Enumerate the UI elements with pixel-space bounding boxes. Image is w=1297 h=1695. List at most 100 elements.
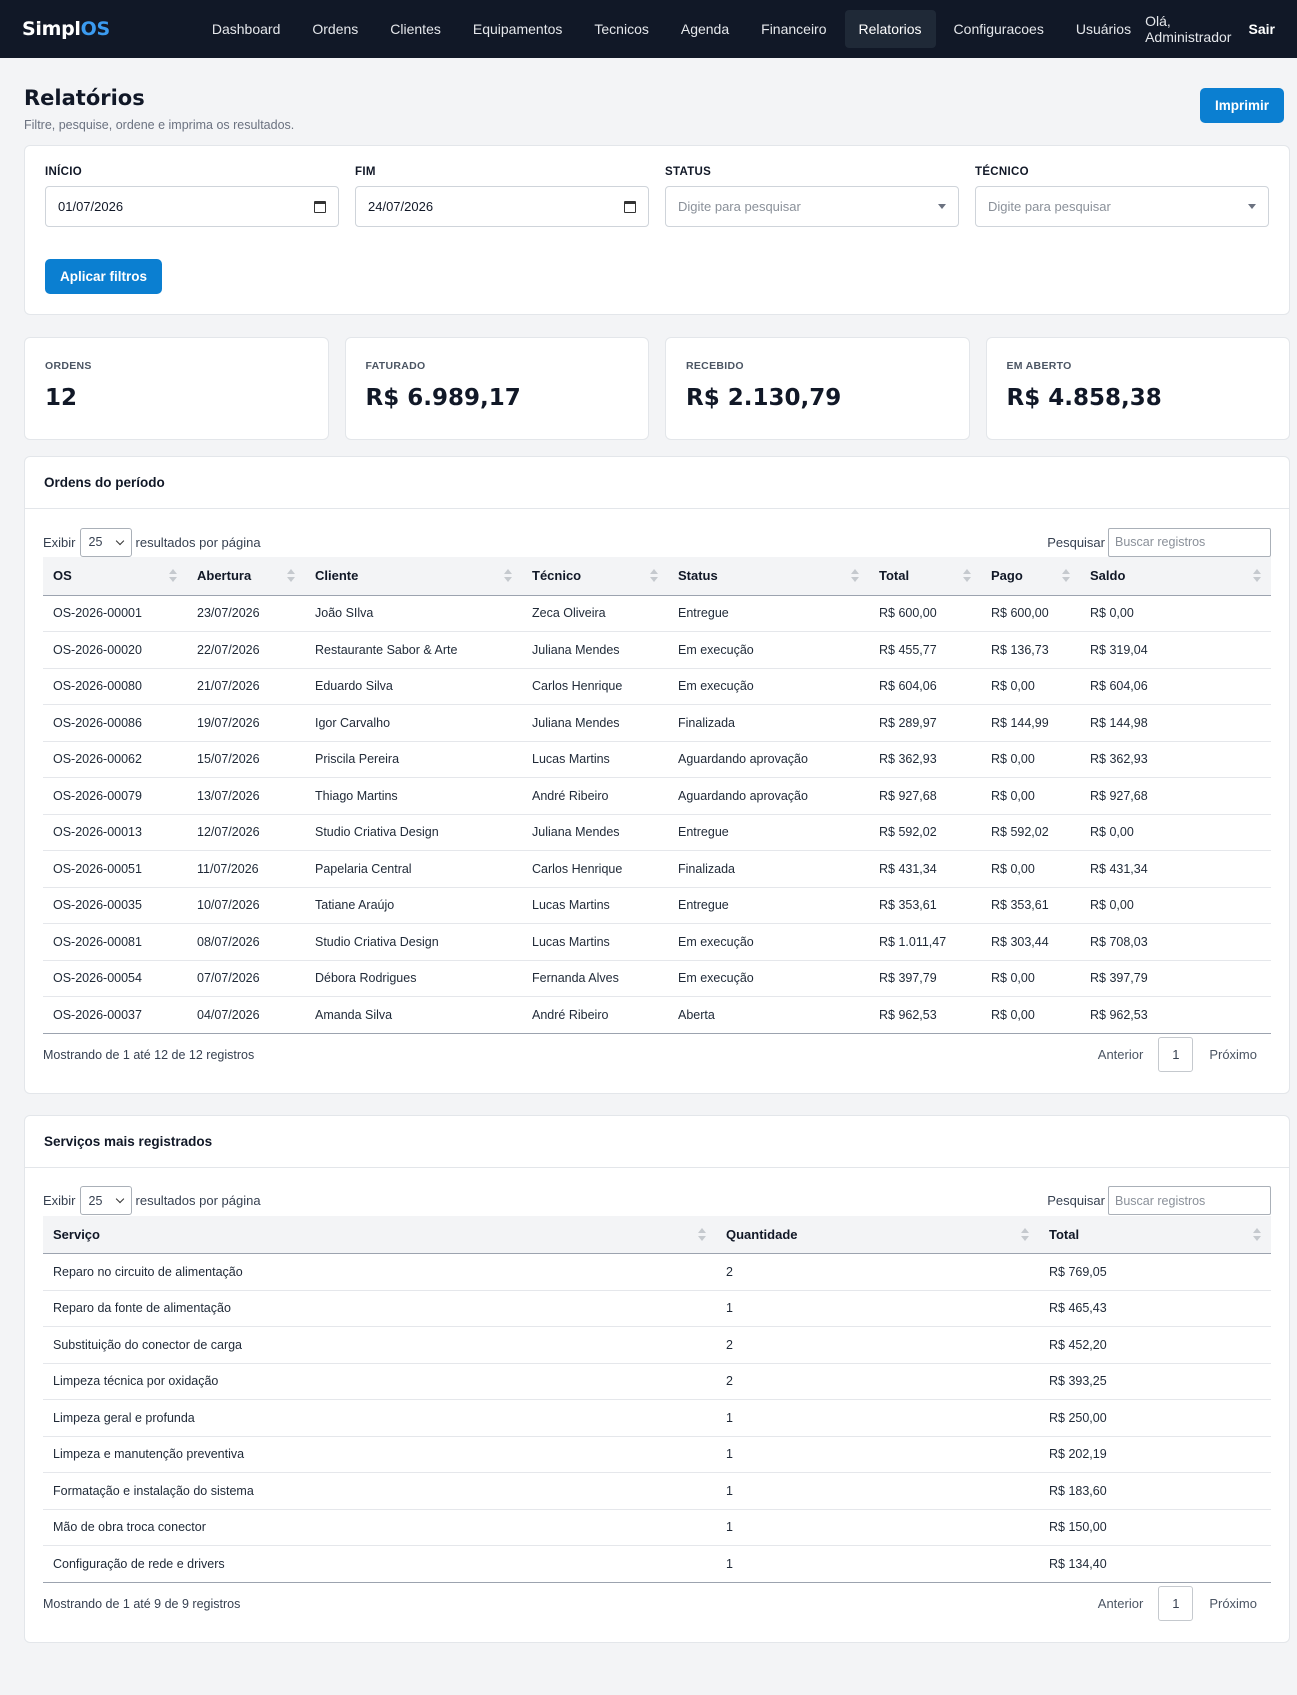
table-cell: OS-2026-00013	[43, 814, 187, 851]
orders-column-header[interactable]: Abertura	[187, 557, 305, 596]
services-column-header[interactable]: Quantidade	[716, 1215, 1039, 1254]
table-cell: OS-2026-00035	[43, 887, 187, 924]
table-cell: OS-2026-00037	[43, 996, 187, 1034]
table-cell: Aguardando aprovação	[668, 741, 869, 778]
sort-icon[interactable]	[650, 569, 658, 582]
sort-icon[interactable]	[963, 569, 971, 582]
sort-icon[interactable]	[287, 569, 295, 582]
table-cell: R$ 0,00	[981, 996, 1080, 1034]
table-cell: OS-2026-00080	[43, 668, 187, 705]
sort-icon[interactable]	[1253, 569, 1261, 582]
orders-prev-page[interactable]: Anterior	[1097, 1047, 1144, 1062]
table-row: Limpeza técnica por oxidação 2 R$ 393,25	[43, 1363, 1271, 1400]
calendar-icon[interactable]	[624, 200, 636, 213]
table-cell: Em execução	[668, 668, 869, 705]
table-cell: R$ 431,34	[1080, 850, 1271, 888]
orders-next-page[interactable]: Próximo	[1209, 1047, 1257, 1062]
orders-current-page[interactable]: 1	[1158, 1037, 1194, 1072]
stat-value: 12	[45, 385, 78, 411]
table-cell: OS-2026-00079	[43, 777, 187, 815]
nav-item-ordens[interactable]: Ordens	[312, 21, 359, 37]
table-cell: Juliana Mendes	[522, 631, 668, 669]
sort-icon[interactable]	[851, 569, 859, 582]
brand-logo[interactable]: SimplOS	[22, 18, 110, 40]
orders-column-header[interactable]: Cliente	[305, 557, 522, 596]
technician-label: TÉCNICO	[975, 166, 1029, 178]
orders-column-header[interactable]: Técnico	[522, 557, 668, 596]
table-row: OS-2026-00001 23/07/2026 João SIlva Zeca Ol…	[43, 595, 1271, 632]
table-cell: R$ 183,60	[1039, 1472, 1271, 1510]
orders-column-header[interactable]: OS	[43, 557, 187, 596]
table-cell: R$ 431,34	[869, 850, 981, 888]
table-row: Reparo no circuito de alimentação 2 R$ 769…	[43, 1253, 1271, 1291]
table-cell: R$ 592,02	[981, 814, 1080, 851]
stats-row: ORDENS 12 FATURADO R$ 6.989,17 RECEBIDO …	[24, 337, 1290, 440]
logout-link[interactable]: Sair	[1248, 21, 1275, 37]
services-current-page[interactable]: 1	[1158, 1586, 1194, 1621]
table-cell: R$ 202,19	[1039, 1436, 1271, 1473]
table-row: Mão de obra troca conector 1 R$ 150,00	[43, 1509, 1271, 1546]
print-button[interactable]: Imprimir	[1199, 88, 1284, 123]
table-cell: R$ 600,00	[981, 595, 1080, 632]
table-cell: Aguardando aprovação	[668, 777, 869, 815]
orders-page-size-select[interactable]: 25	[79, 527, 132, 557]
sort-icon[interactable]	[698, 1227, 706, 1241]
table-cell: R$ 393,25	[1039, 1363, 1271, 1400]
sort-icon[interactable]	[504, 569, 512, 582]
status-select[interactable]: Digite para pesquisar	[665, 186, 959, 227]
table-cell: R$ 455,77	[869, 631, 981, 669]
table-cell: Entregue	[668, 887, 869, 924]
services-page-size-select[interactable]: 25	[79, 1186, 132, 1215]
nav-item-tecnicos[interactable]: Tecnicos	[594, 21, 649, 37]
services-column-header[interactable]: Total	[1039, 1215, 1271, 1254]
apply-filters-button[interactable]: Aplicar filtros	[45, 259, 163, 294]
end-date-input[interactable]: 24/07/2026	[355, 186, 649, 227]
orders-column-header[interactable]: Status	[668, 557, 869, 596]
caret-down-icon	[938, 204, 946, 209]
nav-item-relatorios[interactable]: Relatorios	[844, 10, 936, 48]
table-cell: 21/07/2026	[187, 668, 305, 705]
table-row: OS-2026-00079 13/07/2026 Thiago Martins And…	[43, 777, 1271, 815]
nav-item-dashboard[interactable]: Dashboard	[211, 21, 281, 37]
services-table: Serviço Quantidade Total Reparo no circuit…	[43, 1215, 1271, 1583]
start-date-input[interactable]: 01/07/2026	[45, 186, 339, 227]
nav-item-financeiro[interactable]: Financeiro	[761, 21, 827, 37]
table-cell: Limpeza e manutenção preventiva	[43, 1436, 716, 1473]
orders-column-header[interactable]: Pago	[981, 557, 1080, 596]
orders-search-input[interactable]: Buscar registros	[1108, 527, 1271, 557]
table-cell: R$ 150,00	[1039, 1509, 1271, 1546]
table-cell: Amanda Silva	[305, 996, 522, 1034]
table-cell: Priscila Pereira	[305, 741, 522, 778]
services-prev-page[interactable]: Anterior	[1097, 1596, 1144, 1611]
table-row: Configuração de rede e drivers 1 R$ 134,40	[43, 1545, 1271, 1583]
sort-icon[interactable]	[1021, 1227, 1029, 1241]
nav-item-usuarios[interactable]: Usuários	[1075, 21, 1132, 37]
technician-select[interactable]: Digite para pesquisar	[975, 186, 1269, 227]
services-search-input[interactable]: Buscar registros	[1108, 1186, 1271, 1215]
nav-item-clientes[interactable]: Clientes	[390, 21, 441, 37]
nav-item-agenda[interactable]: Agenda	[680, 21, 730, 37]
table-cell: Juliana Mendes	[522, 704, 668, 742]
table-cell: Carlos Henrique	[522, 668, 668, 705]
table-cell: 1	[716, 1472, 1039, 1510]
table-row: Limpeza e manutenção preventiva 1 R$ 202,1…	[43, 1436, 1271, 1473]
nav-item-configuracoes[interactable]: Configuracoes	[953, 21, 1044, 37]
services-column-header[interactable]: Serviço	[43, 1215, 716, 1254]
orders-column-header[interactable]: Saldo	[1080, 557, 1271, 596]
sort-icon[interactable]	[1253, 1227, 1261, 1241]
stat-label: RECEBIDO	[686, 360, 744, 372]
table-row: OS-2026-00054 07/07/2026 Débora Rodrigues F…	[43, 960, 1271, 997]
table-cell: OS-2026-00062	[43, 741, 187, 778]
stat-orders: ORDENS 12	[24, 337, 329, 440]
table-cell: Papelaria Central	[305, 850, 522, 888]
sort-icon[interactable]	[169, 569, 177, 582]
calendar-icon[interactable]	[314, 200, 326, 213]
nav-item-equipamentos[interactable]: Equipamentos	[472, 21, 563, 37]
services-next-page[interactable]: Próximo	[1209, 1596, 1257, 1611]
table-cell: R$ 0,00	[981, 960, 1080, 997]
orders-search-label: Pesquisar	[1047, 534, 1105, 550]
orders-column-header[interactable]: Total	[869, 557, 981, 596]
sort-icon[interactable]	[1062, 569, 1070, 582]
table-cell: R$ 353,61	[869, 887, 981, 924]
technician-group: TÉCNICO Digite para pesquisar	[975, 166, 1269, 227]
